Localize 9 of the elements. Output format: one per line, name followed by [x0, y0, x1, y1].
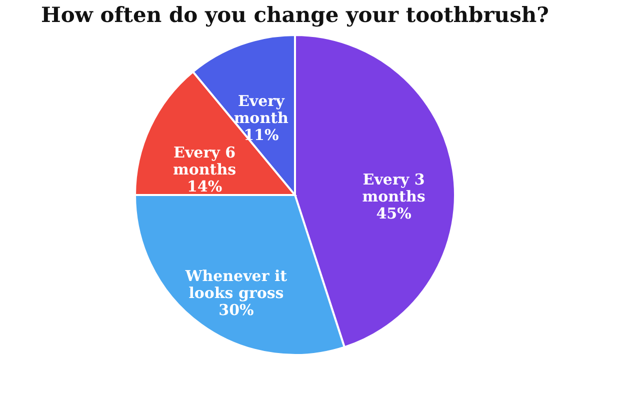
slice-label: Every 3 months — [362, 170, 426, 206]
data-label: 30% — [218, 300, 254, 319]
slice-label: Every 6 months — [172, 143, 236, 178]
data-label: 45% — [376, 204, 412, 222]
slice-label: Every month — [234, 92, 289, 127]
data-label: 11% — [244, 126, 279, 144]
slice-label: Whenever it looks gross — [184, 266, 288, 302]
data-label: 14% — [186, 177, 222, 196]
chart-title: How often do you change your toothbrush? — [41, 2, 549, 27]
